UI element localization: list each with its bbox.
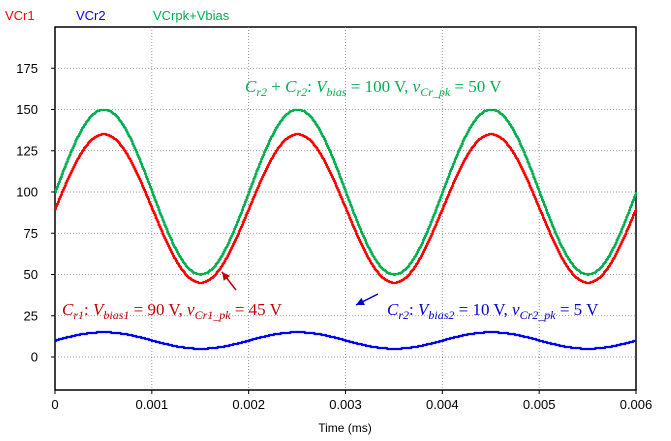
x-tick-label: 0.001 bbox=[136, 397, 169, 412]
y-tick-label: 25 bbox=[24, 308, 38, 323]
x-tick-label: 0.002 bbox=[232, 397, 265, 412]
series-line-vcrpk-vbias bbox=[54, 108, 638, 277]
arrow-vcr2-head bbox=[356, 297, 365, 305]
series-line-vcr2 bbox=[54, 330, 637, 351]
legend-entry-vcr1: VCr1 bbox=[5, 8, 35, 23]
x-tick-label: 0 bbox=[51, 397, 58, 412]
y-tick-label: 100 bbox=[16, 185, 38, 200]
x-tick-label: 0.005 bbox=[523, 397, 556, 412]
y-tick-label: 0 bbox=[31, 350, 38, 365]
x-tick-label: 0.003 bbox=[329, 397, 362, 412]
x-tick-label: 0.006 bbox=[620, 397, 653, 412]
legend-entry-vcr2: VCr2 bbox=[76, 8, 106, 23]
annotations: Cr2 + Cr2: Vbias = 100 V, vCr_pk = 50 V C… bbox=[62, 77, 599, 322]
arrow-vcr1-head bbox=[222, 272, 231, 281]
y-tick-label: 75 bbox=[24, 226, 38, 241]
series-lines bbox=[54, 108, 638, 351]
series-line-vcr1 bbox=[54, 132, 638, 285]
y-axis-ticks: 0 25 50 75 100 125 150 175 bbox=[16, 61, 55, 365]
legend-entry-vcrpk-vbias: VCrpk+Vbias bbox=[153, 8, 230, 23]
y-tick-label: 175 bbox=[16, 61, 38, 76]
annotation-red: Cr1: Vbias1 = 90 V, vCr1_pk = 45 V bbox=[62, 300, 283, 322]
legend: VCr1 VCr2 VCrpk+Vbias bbox=[5, 8, 230, 23]
annotation-green: Cr2 + Cr2: Vbias = 100 V, vCr_pk = 50 V bbox=[245, 77, 502, 99]
x-axis-title: Time (ms) bbox=[318, 421, 372, 435]
annotation-arrows bbox=[221, 271, 379, 306]
annotation-blue: Cr2: Vbias2 = 10 V, vCr2_pk = 5 V bbox=[387, 300, 599, 322]
x-tick-label: 0.004 bbox=[426, 397, 459, 412]
y-tick-label: 50 bbox=[24, 267, 38, 282]
y-tick-label: 125 bbox=[16, 143, 38, 158]
y-tick-label: 150 bbox=[16, 102, 38, 117]
grid-lines bbox=[55, 27, 636, 390]
x-axis-ticks: 0 0.001 0.002 0.003 0.004 0.005 0.006 bbox=[51, 390, 652, 412]
